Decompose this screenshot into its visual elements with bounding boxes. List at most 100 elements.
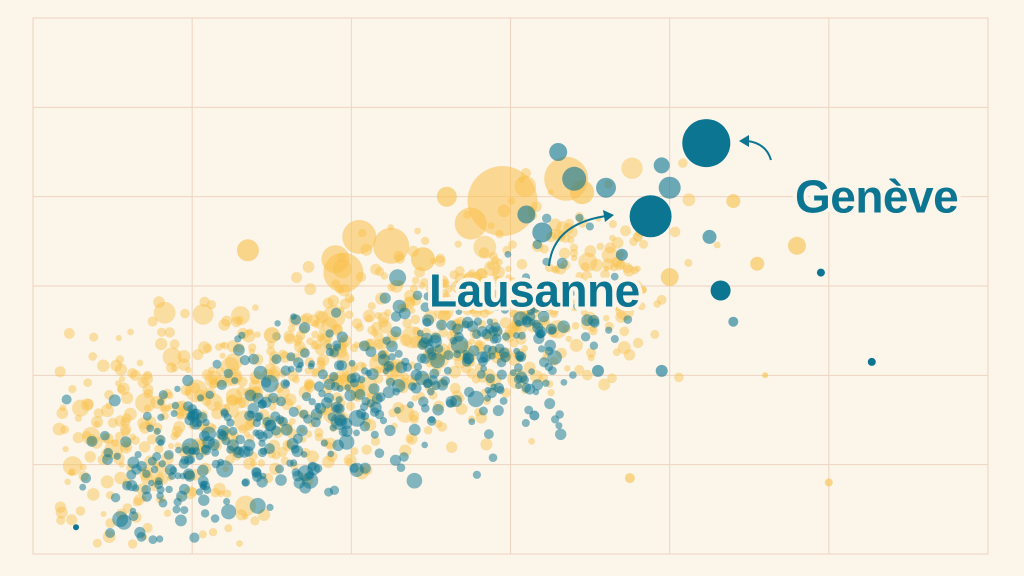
scatter-point-a <box>566 299 573 306</box>
scatter-point-a <box>209 379 219 389</box>
scatter-point-a <box>287 370 299 382</box>
scatter-point-b <box>252 429 260 437</box>
scatter-point-a <box>410 314 421 325</box>
scatter-point-a <box>508 240 517 249</box>
scatter-point-a <box>248 343 257 352</box>
scatter-point-b <box>414 370 430 385</box>
scatter-point-a <box>154 444 164 454</box>
scatter-point-b <box>443 366 452 375</box>
scatter-point-a <box>336 350 350 364</box>
scatter-point-b <box>200 509 210 518</box>
scatter-point-b <box>560 379 568 386</box>
scatter-point-b <box>428 334 442 348</box>
scatter-point-a <box>87 488 100 501</box>
scatter-point-a <box>407 435 414 443</box>
scatter-point-a <box>436 186 457 207</box>
scatter-point-b <box>331 307 342 318</box>
scatter-point-a <box>612 348 621 357</box>
scatter-point-b <box>374 448 385 459</box>
scatter-point-a <box>100 475 114 489</box>
scatter-point-a <box>483 287 496 300</box>
scatter-point-a <box>176 411 185 420</box>
scatter-point-a <box>322 455 335 468</box>
scatter-point-b <box>108 394 121 407</box>
scatter-point-a <box>117 384 126 394</box>
scatter-point-b <box>192 447 201 456</box>
scatter-point-a <box>570 254 578 262</box>
scatter-point-a <box>545 263 554 273</box>
scatter-point-b <box>156 535 164 543</box>
scatter-point-a <box>120 417 131 428</box>
scatter-point-b <box>175 514 187 527</box>
scatter-point-b <box>197 464 209 477</box>
scatter-point-b <box>105 528 116 538</box>
scatter-point-a <box>213 401 221 409</box>
scatter-point-a <box>541 278 549 287</box>
scatter-point-b <box>421 404 430 413</box>
scatter-point-b <box>191 419 200 428</box>
scatter-point-b <box>658 176 681 199</box>
scatter-point-a <box>505 265 512 273</box>
scatter-point-b <box>524 383 536 395</box>
scatter-point-a <box>580 262 590 272</box>
scatter-point-b <box>157 398 165 406</box>
scatter-point-a <box>252 304 259 311</box>
scatter-point-a <box>189 382 201 394</box>
scatter-point-a <box>142 522 153 533</box>
scatter-point-a <box>421 236 430 245</box>
scatter-point-b <box>158 498 168 508</box>
scatter-point-a <box>682 193 696 207</box>
scatter-point-b <box>329 485 340 495</box>
scatter-point-b <box>464 386 475 398</box>
scatter-point-a <box>322 297 334 309</box>
scatter-point-a <box>548 218 562 232</box>
scatter-point-a <box>283 330 295 342</box>
scatter-point-b <box>157 413 165 421</box>
scatter-point-a <box>171 426 183 437</box>
scatter-point-a <box>474 290 487 302</box>
scatter-point-a <box>89 332 99 342</box>
scatter-point-b <box>349 463 359 473</box>
scatter-point-a <box>360 362 367 369</box>
scatter-point-b <box>320 439 328 447</box>
scatter-point-b <box>280 423 293 436</box>
scatter-point-a <box>52 422 66 436</box>
scatter-point-a <box>68 468 76 476</box>
scatter-point-b <box>556 257 568 269</box>
scatter-point-b <box>428 416 436 423</box>
scatter-point-b <box>308 398 316 406</box>
scatter-point-b <box>443 350 454 361</box>
scatter-point-b <box>517 290 527 300</box>
scatter-point-a <box>277 446 288 457</box>
scatter-point-a <box>355 323 364 332</box>
scatter-point-b <box>86 435 98 447</box>
scatter-point-a <box>547 389 555 397</box>
scatter-point-a <box>127 328 134 336</box>
scatter-point-a <box>454 273 466 285</box>
scatter-point-a <box>317 357 326 366</box>
scatter-point-b <box>142 469 151 478</box>
scatter-point-a <box>551 265 558 273</box>
scatter-point-a <box>164 405 172 412</box>
scatter-point-a <box>117 382 130 396</box>
scatter-point-b <box>100 430 110 441</box>
scatter-point-a <box>400 372 409 381</box>
scatter-point-a <box>640 286 647 294</box>
scatter-point-b <box>551 297 562 308</box>
scatter-point-a <box>440 279 448 287</box>
scatter-point-b <box>682 119 731 168</box>
scatter-point-a <box>221 341 229 350</box>
scatter-point-b <box>310 408 323 421</box>
scatter-point-a <box>491 265 505 279</box>
scatter-point-b <box>537 310 550 323</box>
scatter-point-a <box>233 396 246 409</box>
scatter-point-a <box>345 457 353 465</box>
scatter-point-a <box>586 347 597 358</box>
scatter-point-b <box>450 395 463 407</box>
scatter-point-a <box>169 339 180 350</box>
scatter-point-b <box>359 421 371 432</box>
scatter-point-b <box>158 390 168 400</box>
scatter-point-a <box>235 495 256 517</box>
scatter-point-b <box>513 374 523 384</box>
